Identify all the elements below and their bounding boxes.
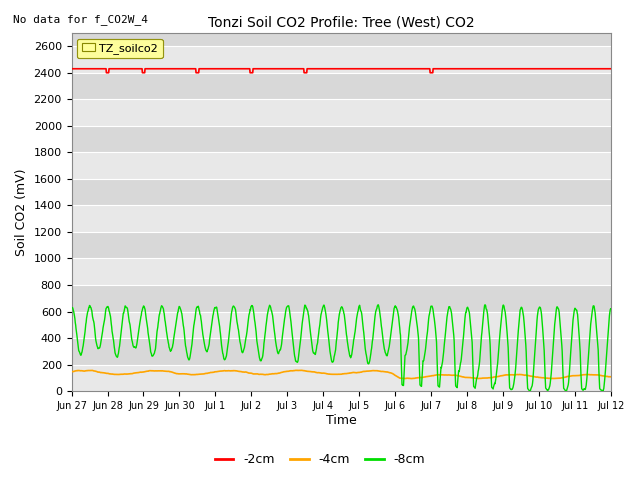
Bar [72, 365, 611, 391]
Text: No data for f_CO2W_4: No data for f_CO2W_4 [13, 14, 148, 25]
Legend: -2cm, -4cm, -8cm: -2cm, -4cm, -8cm [209, 448, 431, 471]
Title: Tonzi Soil CO2 Profile: Tree (West) CO2: Tonzi Soil CO2 Profile: Tree (West) CO2 [208, 15, 475, 29]
Y-axis label: Soil CO2 (mV): Soil CO2 (mV) [15, 168, 28, 256]
X-axis label: Time: Time [326, 414, 356, 427]
Legend: TZ_soilco2: TZ_soilco2 [77, 38, 163, 58]
Bar [72, 46, 611, 73]
Bar [72, 205, 611, 232]
Bar [72, 99, 611, 126]
Bar [72, 152, 611, 179]
Bar [72, 258, 611, 285]
Bar [72, 312, 611, 338]
